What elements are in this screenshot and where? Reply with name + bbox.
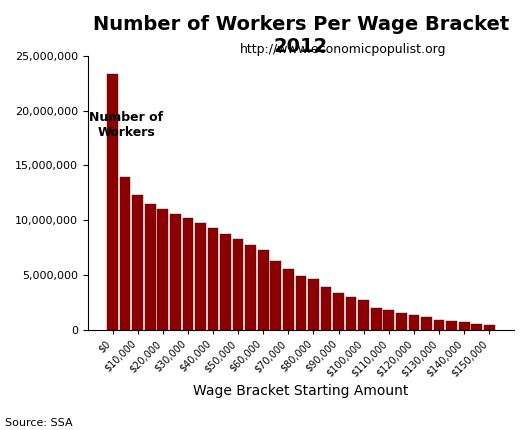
- Bar: [371, 307, 381, 329]
- Bar: [258, 250, 269, 329]
- Text: http://www.economicpopulist.org: http://www.economicpopulist.org: [240, 43, 447, 56]
- Bar: [132, 195, 143, 329]
- Bar: [408, 315, 419, 329]
- Bar: [321, 287, 331, 329]
- Bar: [446, 321, 457, 329]
- Bar: [434, 319, 444, 329]
- Bar: [145, 204, 156, 329]
- Bar: [107, 74, 118, 329]
- Bar: [484, 325, 495, 329]
- Bar: [421, 317, 432, 329]
- Bar: [459, 322, 470, 329]
- Bar: [346, 297, 357, 329]
- Bar: [308, 279, 319, 329]
- Bar: [396, 313, 407, 329]
- Bar: [471, 323, 482, 329]
- Bar: [358, 300, 369, 329]
- Title: Number of Workers Per Wage Bracket
2012: Number of Workers Per Wage Bracket 2012: [93, 15, 509, 56]
- Bar: [170, 214, 181, 329]
- Bar: [245, 245, 256, 329]
- Text: Number of
Workers: Number of Workers: [89, 111, 163, 139]
- Bar: [333, 293, 344, 329]
- Bar: [233, 239, 243, 329]
- Bar: [270, 261, 281, 329]
- Text: Source: SSA: Source: SSA: [5, 418, 73, 428]
- Bar: [183, 218, 193, 329]
- Bar: [296, 276, 306, 329]
- Bar: [283, 269, 294, 329]
- Bar: [158, 209, 168, 329]
- Bar: [195, 224, 206, 329]
- Bar: [220, 234, 231, 329]
- Bar: [208, 228, 218, 329]
- Bar: [120, 178, 131, 329]
- X-axis label: Wage Bracket Starting Amount: Wage Bracket Starting Amount: [193, 384, 408, 398]
- Bar: [384, 310, 394, 329]
